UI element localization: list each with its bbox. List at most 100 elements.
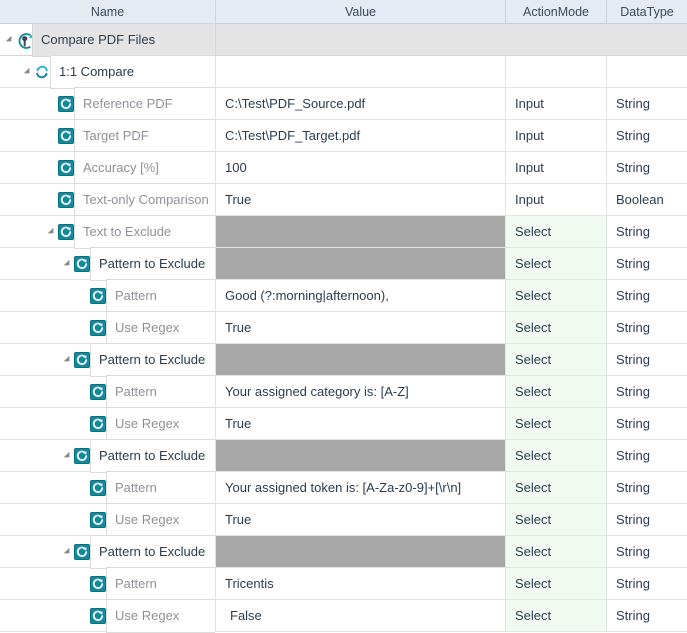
cell-actionmode[interactable]: Input [506,88,607,120]
refresh-c-icon[interactable] [90,479,106,496]
cell-name[interactable]: Use Regex [0,502,216,537]
cell-datatype[interactable] [607,56,687,88]
refresh-c-icon[interactable] [90,383,106,400]
cell-value[interactable] [216,56,506,88]
cell-datatype[interactable]: String [607,536,687,568]
sync-arrows-icon[interactable] [34,64,50,80]
cell-value[interactable]: Your assigned token is: [A-Za-z0-9]+[\r\… [216,472,506,504]
column-header-value[interactable]: Value [216,0,506,23]
cell-name[interactable]: Pattern [0,374,216,409]
cell-datatype[interactable]: String [607,504,687,536]
cell-datatype[interactable]: String [607,248,687,280]
cell-datatype[interactable]: String [607,408,687,440]
refresh-c-icon[interactable] [90,607,106,624]
cell-name[interactable]: Pattern to Exclude [0,438,216,473]
cell-actionmode[interactable] [506,56,607,88]
cell-datatype[interactable]: String [607,152,687,184]
table-row[interactable]: Pattern to Exclude Select String [0,438,687,473]
cell-actionmode[interactable]: Select [506,216,607,248]
cell-value[interactable] [216,248,506,280]
cell-name[interactable]: Pattern [0,278,216,313]
cell-name[interactable]: Pattern [0,566,216,601]
cell-name[interactable]: Reference PDF [0,86,216,121]
table-row[interactable]: Pattern to Exclude Select String [0,342,687,377]
cell-value[interactable]: C:\Test\PDF_Source.pdf [216,88,506,120]
cell-actionmode[interactable]: Select [506,312,607,344]
cell-datatype[interactable]: String [607,344,687,376]
refresh-c-icon[interactable] [90,511,106,528]
cell-name[interactable]: Use Regex [0,598,216,633]
cell-value[interactable]: 100 [216,152,506,184]
cell-datatype[interactable]: String [607,472,687,504]
cell-datatype[interactable]: String [607,280,687,312]
cell-actionmode[interactable]: Select [506,536,607,568]
cell-actionmode[interactable]: Select [506,568,607,600]
table-row[interactable]: Pattern to Exclude Select String [0,534,687,569]
cell-value[interactable] [216,536,506,568]
cell-value[interactable]: Good (?:morning|afternoon), [216,280,506,312]
cell-actionmode[interactable]: Select [506,440,607,472]
cell-actionmode[interactable]: Input [506,152,607,184]
cell-datatype[interactable] [607,24,687,56]
refresh-c-icon[interactable] [58,223,74,240]
table-row[interactable]: Compare PDF Files [0,22,687,57]
tree-expander-icon[interactable] [62,344,74,376]
cell-datatype[interactable]: String [607,568,687,600]
table-row[interactable]: 1:1 Compare [0,54,687,89]
tree-expander-icon[interactable] [46,216,58,248]
cell-name[interactable]: Compare PDF Files [0,22,216,57]
cell-datatype[interactable]: String [607,312,687,344]
tree-expander-icon[interactable] [22,56,34,88]
cell-name[interactable]: Accuracy [%] [0,150,216,185]
column-header-datatype[interactable]: DataType [620,4,674,19]
cell-datatype[interactable]: String [607,88,687,120]
cell-actionmode[interactable]: Select [506,280,607,312]
cell-actionmode[interactable]: Input [506,184,607,216]
cell-datatype[interactable]: String [607,120,687,152]
table-row[interactable]: Reference PDF C:\Test\PDF_Source.pdf Input… [0,86,687,121]
table-row[interactable]: Use Regex True Select String [0,310,687,345]
cell-actionmode[interactable]: Select [506,408,607,440]
cell-value[interactable]: False [216,600,506,632]
cell-actionmode[interactable]: Select [506,376,607,408]
cell-value[interactable]: True [216,504,506,536]
column-header-actionmode[interactable]: ActionMode [506,0,607,23]
table-row[interactable]: Accuracy [%] 100 Input String [0,150,687,185]
cell-actionmode[interactable]: Select [506,344,607,376]
refresh-c-icon[interactable] [90,287,106,304]
cell-datatype[interactable]: Boolean [607,184,687,216]
cell-actionmode[interactable]: Select [506,600,607,632]
tree-expander-icon[interactable] [62,440,74,472]
refresh-c-icon[interactable] [90,575,106,592]
cell-value[interactable]: Tricentis [216,568,506,600]
cell-name[interactable]: Target PDF [0,118,216,153]
table-row[interactable]: Text to Exclude Select String [0,214,687,249]
cell-datatype[interactable]: String [607,440,687,472]
table-row[interactable]: Pattern to Exclude Select String [0,246,687,281]
cell-value[interactable] [216,440,506,472]
cell-actionmode[interactable] [506,24,607,56]
refresh-c-icon[interactable] [90,415,106,432]
wrench-tool-icon[interactable] [16,32,33,49]
cell-datatype[interactable]: String [607,600,687,632]
table-row[interactable]: Use Regex False Select String [0,598,687,633]
refresh-c-icon[interactable] [58,127,74,144]
cell-datatype[interactable]: String [607,376,687,408]
cell-actionmode[interactable]: Select [506,504,607,536]
tree-expander-icon[interactable] [62,248,74,280]
cell-name[interactable]: Pattern to Exclude [0,342,216,377]
cell-value[interactable]: True [216,408,506,440]
table-row[interactable]: Target PDF C:\Test\PDF_Target.pdf Input Str… [0,118,687,153]
cell-name[interactable]: Use Regex [0,310,216,345]
cell-name[interactable]: Use Regex [0,406,216,441]
table-row[interactable]: Pattern Your assigned token is: [A-Za-z0-… [0,470,687,505]
table-row[interactable]: Text-only Comparison True Input Boolean [0,182,687,217]
cell-actionmode[interactable]: Select [506,472,607,504]
column-header-name[interactable]: Name [0,0,216,23]
table-row[interactable]: Use Regex True Select String [0,406,687,441]
cell-datatype[interactable]: String [607,216,687,248]
table-row[interactable]: Pattern Your assigned category is: [A-Z] S… [0,374,687,409]
cell-value[interactable] [216,24,506,56]
cell-name[interactable]: Text to Exclude [0,214,216,249]
refresh-c-icon[interactable] [74,351,90,368]
